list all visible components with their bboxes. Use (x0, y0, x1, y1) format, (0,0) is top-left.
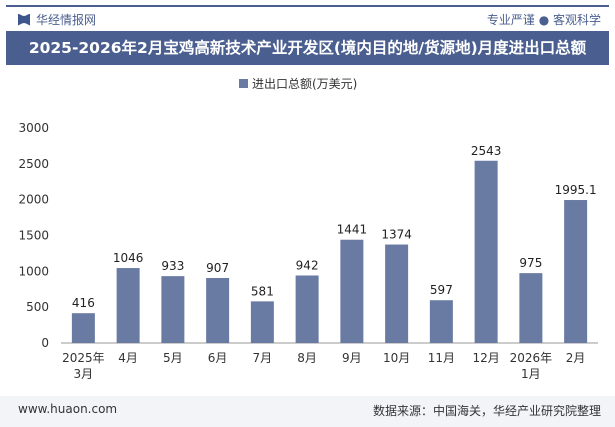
bar (206, 277, 230, 343)
logo-icon (18, 13, 30, 26)
brand-name: 华经情报网 (36, 13, 97, 27)
data-label: 2543 (471, 144, 502, 158)
legend-swatch (239, 79, 248, 88)
bar (340, 239, 364, 343)
x-tick-label: 1月 (521, 367, 541, 381)
top-rule (6, 5, 609, 7)
bar (429, 300, 453, 343)
data-label: 1046 (113, 251, 144, 265)
data-label: 907 (206, 261, 229, 275)
x-tick-label: 12月 (472, 351, 499, 365)
bar (295, 275, 319, 343)
x-tick-label: 5月 (163, 351, 183, 365)
data-label: 942 (296, 258, 319, 272)
data-label: 1374 (381, 228, 412, 242)
brand: 华经情报网 (18, 11, 96, 28)
x-tick-label: 2026年 (510, 351, 553, 365)
bar (116, 268, 140, 343)
x-tick-label: 3月 (74, 367, 94, 381)
x-tick-label: 7月 (253, 351, 273, 365)
y-tick-label: 3000 (18, 121, 49, 135)
bar (474, 160, 498, 343)
y-tick-label: 2500 (18, 157, 49, 171)
x-tick-label: 2月 (566, 351, 586, 365)
bar (250, 301, 274, 343)
x-tick-label: 2025年 (62, 351, 105, 365)
y-tick-label: 0 (41, 336, 49, 350)
slogan: 专业严谨 ● 客观科学 (486, 13, 601, 27)
data-source: 数据来源：中国海关，华经产业研究院整理 (372, 404, 601, 418)
x-tick-label: 9月 (342, 351, 362, 365)
data-label: 1441 (337, 223, 368, 237)
x-tick-label: 10月 (383, 351, 410, 365)
y-tick-label: 2000 (18, 193, 49, 207)
bar (564, 200, 588, 343)
bar (161, 276, 185, 343)
x-tick-label: 6月 (208, 351, 228, 365)
footer: www.huaon.com 数据来源：中国海关，华经产业研究院整理 (0, 396, 615, 427)
x-tick-label: 8月 (297, 351, 317, 365)
website-link[interactable]: www.huaon.com (18, 402, 118, 416)
x-tick-label: 11月 (428, 351, 455, 365)
y-tick-label: 1500 (18, 229, 49, 243)
x-tick-label: 4月 (118, 351, 138, 365)
data-label: 597 (430, 283, 453, 297)
y-tick-label: 1000 (18, 264, 49, 278)
data-label: 581 (251, 284, 274, 298)
bar-chart: 进出口总额(万美元) 0 500 1000 1500 2000 2500 3000 416 202… (18, 77, 598, 381)
bar (519, 273, 543, 343)
y-tick-label: 500 (26, 300, 49, 314)
bar (385, 244, 409, 343)
data-label: 975 (519, 256, 542, 270)
legend-label: 进出口总额(万美元) (252, 77, 357, 91)
bar (71, 313, 95, 343)
chart-title: 2025-2026年2月宝鸡高新技术产业开发区(境内目的地/货源地)月度进出口总… (6, 31, 609, 65)
data-label: 416 (72, 296, 95, 310)
data-label: 933 (161, 259, 184, 273)
data-label: 1995.1 (555, 183, 597, 197)
